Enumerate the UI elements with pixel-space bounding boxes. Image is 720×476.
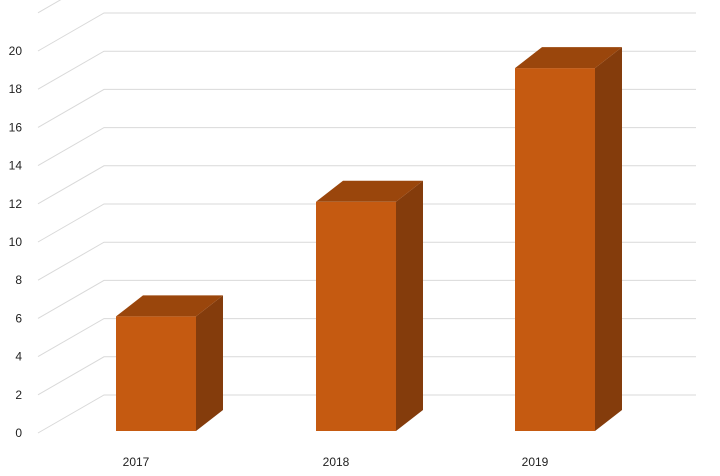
gridline-0 [37, 394, 696, 434]
y-tick-label: 14 [9, 159, 23, 173]
gridline-2 [37, 356, 696, 396]
bar-side-face [396, 180, 423, 431]
gridline-10 [37, 203, 696, 243]
gridline-4 [37, 318, 696, 358]
y-tick-label: 20 [9, 44, 23, 58]
axis-labels: 0 2 4 6 8 10 12 14 16 18 20 2017 2018 2019 [9, 44, 549, 469]
y-tick-label: 4 [15, 350, 22, 364]
y-tick-label: 16 [9, 120, 23, 134]
bar-front-face [515, 68, 595, 431]
bar-top-face [515, 47, 622, 69]
grid-layer [37, 0, 696, 434]
bars [116, 47, 622, 431]
bar-2019 [515, 47, 622, 431]
bar-2018 [316, 180, 423, 431]
x-tick-label: 2018 [323, 455, 350, 469]
gridline-14 [37, 127, 696, 167]
bar-top-face [316, 180, 423, 202]
y-tick-label: 8 [15, 273, 22, 287]
x-tick-label: 2019 [522, 455, 549, 469]
y-tick-label: 2 [15, 388, 22, 402]
gridline-22 [37, 0, 62, 14]
y-tick-label: 12 [9, 197, 23, 211]
gridline-16 [37, 88, 696, 128]
bar-front-face [116, 316, 196, 431]
y-tick-label: 18 [9, 82, 23, 96]
bar-side-face [595, 47, 622, 431]
bar-2017 [116, 295, 223, 431]
bar-side-face [196, 295, 223, 431]
y-tick-label: 0 [15, 426, 22, 440]
x-tick-label: 2017 [123, 455, 150, 469]
gridline-8 [37, 241, 696, 281]
y-tick-label: 6 [15, 311, 22, 325]
y-tick-label: 10 [9, 235, 23, 249]
gridline-6 [37, 279, 696, 319]
gridline-18 [37, 50, 696, 90]
gridline-20 [37, 12, 696, 52]
gridline-12 [37, 165, 696, 205]
bar-top-face [116, 295, 223, 317]
bar-front-face [316, 201, 396, 431]
